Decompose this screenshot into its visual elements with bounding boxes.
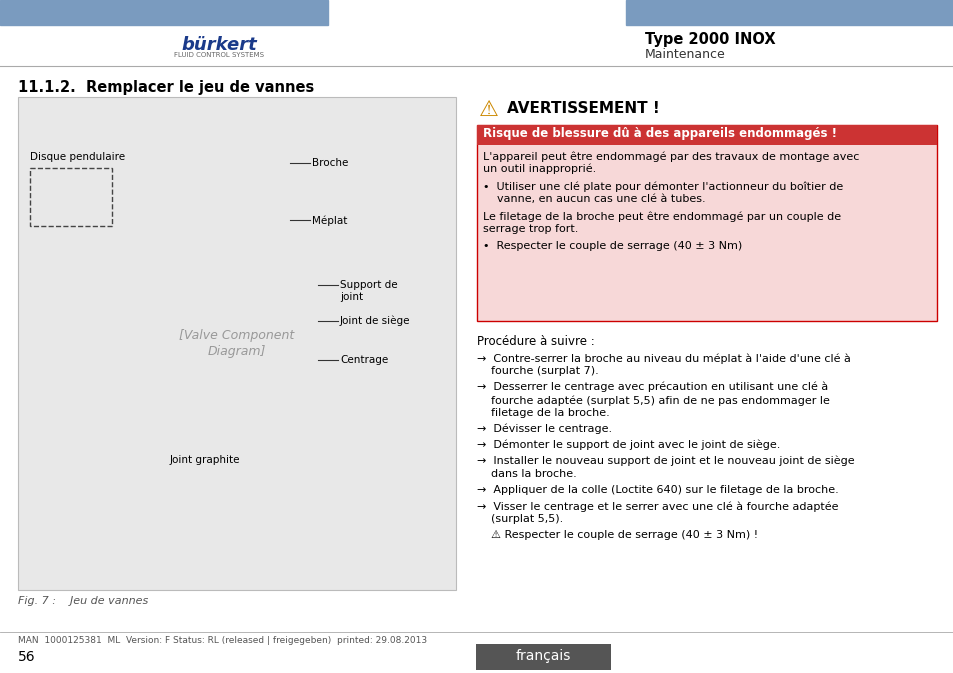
Text: •  Utiliser une clé plate pour démonter l'actionneur du boîtier de: • Utiliser une clé plate pour démonter l… <box>482 181 842 192</box>
Text: Joint graphite: Joint graphite <box>170 455 240 465</box>
Text: vanne, en aucun cas une clé à tubes.: vanne, en aucun cas une clé à tubes. <box>482 194 705 204</box>
Bar <box>625 0 953 25</box>
Text: un outil inapproprié.: un outil inapproprié. <box>482 164 596 174</box>
Text: dans la broche.: dans la broche. <box>476 469 577 479</box>
Text: filetage de la broche.: filetage de la broche. <box>476 408 609 418</box>
Text: Type 2000 INOX: Type 2000 INOX <box>644 32 775 47</box>
Text: →  Appliquer de la colle (Loctite 640) sur le filetage de la broche.: → Appliquer de la colle (Loctite 640) su… <box>476 485 838 495</box>
Text: →  Dévisser le centrage.: → Dévisser le centrage. <box>476 424 612 435</box>
Bar <box>30 168 112 226</box>
Text: →  Démonter le support de joint avec le joint de siège.: → Démonter le support de joint avec le j… <box>476 440 780 450</box>
Text: Centrage: Centrage <box>339 355 388 365</box>
Text: →  Visser le centrage et le serrer avec une clé à fourche adaptée: → Visser le centrage et le serrer avec u… <box>476 501 838 511</box>
Bar <box>0 0 328 25</box>
Bar <box>476 125 936 321</box>
Text: MAN  1000125381  ML  Version: F Status: RL (released | freigegeben)  printed: 29: MAN 1000125381 ML Version: F Status: RL … <box>18 636 427 645</box>
Text: Maintenance: Maintenance <box>644 48 725 61</box>
Text: Risque de blessure dû à des appareils endommagés !: Risque de blessure dû à des appareils en… <box>482 127 836 140</box>
Text: serrage trop fort.: serrage trop fort. <box>482 224 578 234</box>
Text: Joint de siège: Joint de siège <box>339 316 410 326</box>
Text: Support de
joint: Support de joint <box>339 280 397 302</box>
Text: ⚠: ⚠ <box>478 100 498 120</box>
Text: FLUID CONTROL SYSTEMS: FLUID CONTROL SYSTEMS <box>173 52 264 58</box>
Text: fourche (surplat 7).: fourche (surplat 7). <box>476 366 598 376</box>
Text: ⚠ Respecter le couple de serrage (40 ± 3 Nm) !: ⚠ Respecter le couple de serrage (40 ± 3… <box>476 530 758 540</box>
Text: 56: 56 <box>18 650 35 664</box>
Text: AVERTISSEMENT !: AVERTISSEMENT ! <box>506 101 659 116</box>
Text: •  Respecter le couple de serrage (40 ± 3 Nm): • Respecter le couple de serrage (40 ± 3… <box>482 241 741 251</box>
Text: Fig. 7 :    Jeu de vannes: Fig. 7 : Jeu de vannes <box>18 596 148 606</box>
Text: →  Installer le nouveau support de joint et le nouveau joint de siège: → Installer le nouveau support de joint … <box>476 456 854 466</box>
Text: Procédure à suivre :: Procédure à suivre : <box>476 335 594 348</box>
Text: Broche: Broche <box>312 158 348 168</box>
Text: →  Contre-serrer la broche au niveau du méplat à l'aide d'une clé à: → Contre-serrer la broche au niveau du m… <box>476 353 850 363</box>
Text: bürkert: bürkert <box>181 36 256 54</box>
Text: (surplat 5,5).: (surplat 5,5). <box>476 514 562 524</box>
Bar <box>18 97 456 590</box>
Text: Disque pendulaire: Disque pendulaire <box>30 152 125 162</box>
Text: 11.1.2.  Remplacer le jeu de vannes: 11.1.2. Remplacer le jeu de vannes <box>18 80 314 95</box>
Bar <box>476 125 936 145</box>
Text: →  Desserrer le centrage avec précaution en utilisant une clé à: → Desserrer le centrage avec précaution … <box>476 382 827 392</box>
Text: L'appareil peut être endommagé par des travaux de montage avec: L'appareil peut être endommagé par des t… <box>482 151 859 162</box>
Text: Méplat: Méplat <box>312 215 347 225</box>
Text: Le filetage de la broche peut être endommagé par un couple de: Le filetage de la broche peut être endom… <box>482 211 841 221</box>
Text: [Valve Component
Diagram]: [Valve Component Diagram] <box>179 330 294 357</box>
Text: fourche adaptée (surplat 5,5) afin de ne pas endommager le: fourche adaptée (surplat 5,5) afin de ne… <box>476 395 829 406</box>
Text: français: français <box>516 649 571 663</box>
Bar <box>476 644 610 670</box>
